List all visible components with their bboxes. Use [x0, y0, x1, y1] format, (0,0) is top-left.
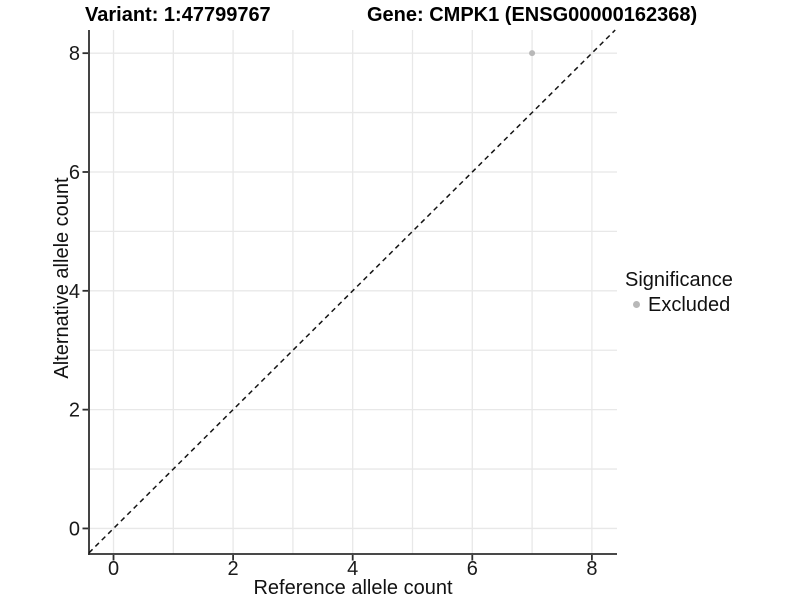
- legend-title: Significance: [625, 269, 733, 291]
- y-tick-label: 8: [69, 43, 80, 65]
- x-tick-label: 0: [108, 558, 119, 580]
- x-tick-label: 6: [467, 558, 478, 580]
- x-tick-label: 8: [586, 558, 597, 580]
- data-point: [529, 50, 536, 57]
- legend-item-label: Excluded: [648, 293, 731, 316]
- legend-items: Excluded: [625, 293, 733, 316]
- legend-item: Excluded: [625, 293, 733, 316]
- x-axis-title: Reference allele count: [253, 577, 453, 599]
- y-tick-label: 4: [69, 281, 80, 303]
- y-tick-label: 0: [69, 518, 80, 540]
- plot-title-variant: Variant: 1:47799767: [85, 4, 271, 26]
- plot-title-gene: Gene: CMPK1 (ENSG00000162368): [367, 4, 698, 26]
- y-tick-label: 6: [69, 162, 80, 184]
- x-tick-label: 4: [347, 558, 358, 580]
- legend: Significance Excluded: [625, 270, 733, 316]
- y-tick-label: 2: [69, 400, 80, 422]
- identity-line: [88, 29, 616, 554]
- x-tick-label: 2: [228, 558, 239, 580]
- legend-key-dot: [633, 301, 640, 308]
- y-axis-title: Alternative allele count: [51, 177, 73, 379]
